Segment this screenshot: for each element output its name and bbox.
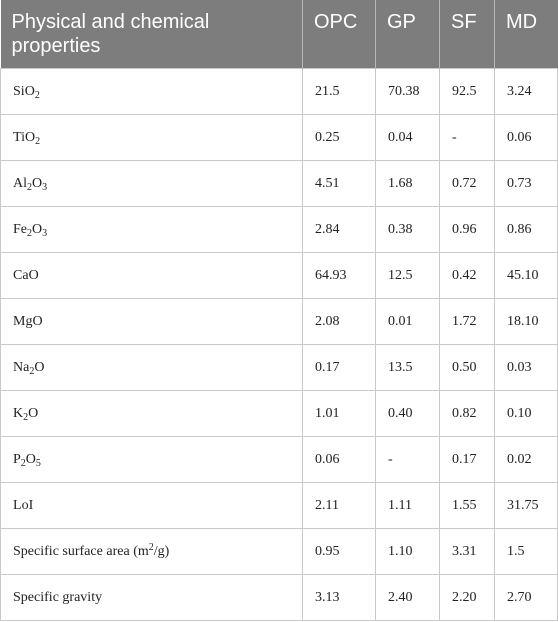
- property-cell: P2O5: [0, 436, 303, 483]
- value-cell: 31.75: [494, 482, 558, 529]
- value-cell: 0.86: [494, 206, 558, 253]
- value-cell: 1.72: [439, 298, 495, 345]
- value-cell: 1.68: [375, 160, 440, 207]
- value-cell: 0.25: [302, 114, 376, 161]
- value-cell: 0.38: [375, 206, 440, 253]
- property-cell: K2O: [0, 390, 303, 437]
- property-cell: SiO2: [0, 68, 303, 115]
- property-cell: MgO: [0, 298, 303, 345]
- value-cell: 4.51: [302, 160, 376, 207]
- value-cell: 0.50: [439, 344, 495, 391]
- column-header-md: MD: [494, 0, 558, 69]
- value-cell: 2.11: [302, 482, 376, 529]
- value-cell: 0.06: [302, 436, 376, 483]
- value-cell: 0.73: [494, 160, 558, 207]
- value-cell: 2.20: [439, 574, 495, 621]
- value-cell: 3.24: [494, 68, 558, 115]
- table-row: Na2O 0.17 13.5 0.50 0.03: [0, 344, 558, 391]
- table-row: Specific gravity 3.13 2.40 2.20 2.70: [0, 574, 558, 621]
- value-cell: 92.5: [439, 68, 495, 115]
- table-row: MgO 2.08 0.01 1.72 18.10: [0, 298, 558, 345]
- table-row: Fe2O3 2.84 0.38 0.96 0.86: [0, 206, 558, 253]
- table-row: CaO 64.93 12.5 0.42 45.10: [0, 252, 558, 299]
- value-cell: 18.10: [494, 298, 558, 345]
- value-cell: 1.11: [375, 482, 440, 529]
- property-cell: Fe2O3: [0, 206, 303, 253]
- value-cell: 12.5: [375, 252, 440, 299]
- value-cell: 0.40: [375, 390, 440, 437]
- property-cell: LoI: [0, 482, 303, 529]
- table-row: Al2O3 4.51 1.68 0.72 0.73: [0, 160, 558, 207]
- value-cell: 2.40: [375, 574, 440, 621]
- table-row: SiO2 21.5 70.38 92.5 3.24: [0, 68, 558, 115]
- value-cell: 2.70: [494, 574, 558, 621]
- value-cell: 0.96: [439, 206, 495, 253]
- table-row: TiO2 0.25 0.04 - 0.06: [0, 114, 558, 161]
- value-cell: -: [375, 436, 440, 483]
- header-row: Physical and chemical properties OPC GP …: [0, 0, 558, 69]
- value-cell: 0.04: [375, 114, 440, 161]
- property-cell: TiO2: [0, 114, 303, 161]
- value-cell: 3.31: [439, 528, 495, 575]
- column-header-property: Physical and chemical properties: [0, 0, 303, 69]
- table-row: Specific surface area (m2/g) 0.95 1.10 3…: [0, 528, 558, 575]
- value-cell: 0.17: [302, 344, 376, 391]
- column-header-gp: GP: [375, 0, 440, 69]
- property-cell: Specific gravity: [0, 574, 303, 621]
- value-cell: 1.55: [439, 482, 495, 529]
- value-cell: 1.10: [375, 528, 440, 575]
- column-header-opc: OPC: [302, 0, 376, 69]
- table-row: P2O5 0.06 - 0.17 0.02: [0, 436, 558, 483]
- value-cell: 1.5: [494, 528, 558, 575]
- value-cell: 0.06: [494, 114, 558, 161]
- value-cell: 0.72: [439, 160, 495, 207]
- value-cell: 0.03: [494, 344, 558, 391]
- value-cell: 21.5: [302, 68, 376, 115]
- value-cell: 0.95: [302, 528, 376, 575]
- value-cell: 0.42: [439, 252, 495, 299]
- value-cell: 70.38: [375, 68, 440, 115]
- value-cell: 1.01: [302, 390, 376, 437]
- value-cell: 0.01: [375, 298, 440, 345]
- value-cell: 0.82: [439, 390, 495, 437]
- value-cell: 0.10: [494, 390, 558, 437]
- value-cell: 64.93: [302, 252, 376, 299]
- column-header-sf: SF: [439, 0, 495, 69]
- property-cell: Na2O: [0, 344, 303, 391]
- value-cell: 0.17: [439, 436, 495, 483]
- property-cell: Al2O3: [0, 160, 303, 207]
- value-cell: 2.84: [302, 206, 376, 253]
- value-cell: 45.10: [494, 252, 558, 299]
- property-cell: Specific surface area (m2/g): [0, 528, 303, 575]
- value-cell: -: [439, 114, 495, 161]
- value-cell: 3.13: [302, 574, 376, 621]
- table-row: K2O 1.01 0.40 0.82 0.10: [0, 390, 558, 437]
- property-cell: CaO: [0, 252, 303, 299]
- table-row: LoI 2.11 1.11 1.55 31.75: [0, 482, 558, 529]
- value-cell: 0.02: [494, 436, 558, 483]
- value-cell: 13.5: [375, 344, 440, 391]
- value-cell: 2.08: [302, 298, 376, 345]
